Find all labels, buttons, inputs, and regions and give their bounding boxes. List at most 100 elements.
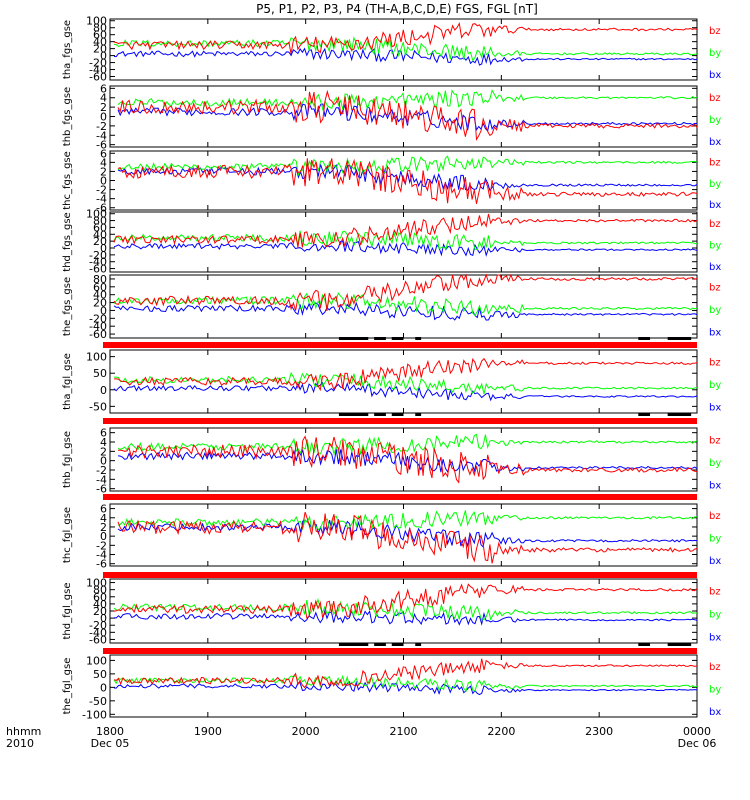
y-tick-label: 4 [100,156,107,169]
quality-flag-mark [391,643,404,646]
y-axis-label: the_fgs_gse [62,277,73,336]
series-line-bz [113,213,698,248]
y-tick-label: 40 [93,289,107,302]
y-tick-label: -6 [96,202,107,215]
quality-flag-mark [391,337,404,340]
y-tick-label: 2 [100,101,107,114]
y-tick-label: -40 [89,64,107,77]
legend-label-bz: bz [709,282,721,293]
y-axis-label: thc_fgl_gse [62,507,73,563]
y-axis-label: the_fgl_gse [62,658,73,715]
y-tick-label: -40 [89,256,107,269]
y-tick-label: 2 [100,521,107,534]
y-axis-label: thd_fgl_gse [62,583,73,640]
series-line-bz [113,21,698,54]
y-tick-label: 4 [100,436,107,449]
y-axis-label: tha_fgl_gse [62,353,73,410]
legend-label-bx: bx [709,262,721,273]
series-line-by [117,433,698,456]
y-tick-label: -60 [89,263,107,276]
legend-label-bz: bz [709,158,721,169]
y-axis-label: thc_fgs_gse [62,151,73,210]
series-line-bz [113,583,698,619]
y-tick-label: 6 [100,427,107,440]
series-line-by [113,291,698,317]
y-tick-label: 6 [100,82,107,95]
series-line-bx [113,47,698,66]
series-line-by [117,155,698,177]
x-axis-label-year: 2010 [6,737,34,750]
y-tick-label: -2 [96,464,107,477]
legend-label-by: by [709,115,721,126]
legend-label-bz: bz [709,219,721,230]
quality-flag-mark [338,643,369,646]
quality-flag-mark [638,413,651,416]
series-line-bz [117,511,698,564]
y-tick-label: -20 [89,57,107,70]
series-line-bx [113,240,698,257]
y-tick-label: 0 [100,530,107,543]
series-line-bx [113,381,698,402]
legend: bz by bx [709,158,721,211]
y-tick-label: -2 [96,184,107,197]
legend: bz by bx [709,511,721,567]
series-line-by [117,510,697,531]
series-line-bx [117,448,698,473]
panel-frame [109,578,698,644]
y-tick-label: 20 [93,605,107,618]
y-tick-label: 80 [93,22,107,35]
legend: bz by bx [709,662,721,718]
y-tick-label: 0 [100,111,107,124]
quality-flag-mark [667,337,692,340]
legend-label-bx: bx [709,328,721,339]
legend-label-bx: bx [709,481,721,492]
y-tick-label: 0 [100,304,107,317]
series-line-by [117,89,698,112]
y-tick-label: 100 [86,654,107,667]
legend-label-by: by [709,684,721,695]
y-tick-label: 50 [93,367,107,380]
quality-flag-bar [103,418,697,424]
quality-flag-mark [374,337,386,340]
legend-label-bz: bz [709,93,721,104]
y-axis-label: thb_fgs_gse [62,87,73,146]
y-tick-label: 100 [86,208,107,221]
quality-flag-mark [415,643,422,646]
series-line-by [114,371,698,395]
legend-label-bx: bx [709,403,721,414]
legend-label-by: by [709,48,721,59]
legend-label-bz: bz [709,511,721,522]
series-line-bz [113,357,698,392]
quality-flag-mark [415,337,422,340]
y-tick-label: 0 [100,681,107,694]
legend-label-by: by [709,458,721,469]
y-tick-label: -60 [89,633,107,646]
quality-flag-bar [103,572,697,578]
x-tick-label: 2000 [292,725,320,738]
series-line-bz [118,435,698,484]
y-tick-label: 60 [93,281,107,294]
series-line-bz [113,273,698,311]
series-line-bz [117,158,698,204]
y-tick-label: -4 [96,129,107,142]
series-line-bx [113,680,698,696]
legend-label-by: by [709,610,721,621]
legend-label-by: by [709,305,721,316]
y-tick-label: 0 [100,455,107,468]
y-tick-label: 60 [93,221,107,234]
legend: bz by bx [709,357,721,413]
y-tick-label: 0 [100,175,107,188]
y-tick-label: 60 [93,29,107,42]
panel-tha_fgl_gse: 100 50 0 -50 tha_fgl_gse bz by bx [62,349,721,424]
legend-label-bz: bz [709,357,721,368]
y-tick-label: -50 [89,400,107,413]
quality-flag-mark [667,643,692,646]
quality-flag-mark [391,413,404,416]
y-tick-label: -6 [96,483,107,496]
quality-flag-mark [638,643,651,646]
series-line-bz [117,89,698,141]
quality-flag-bar [103,648,697,654]
y-tick-label: 4 [100,92,107,105]
